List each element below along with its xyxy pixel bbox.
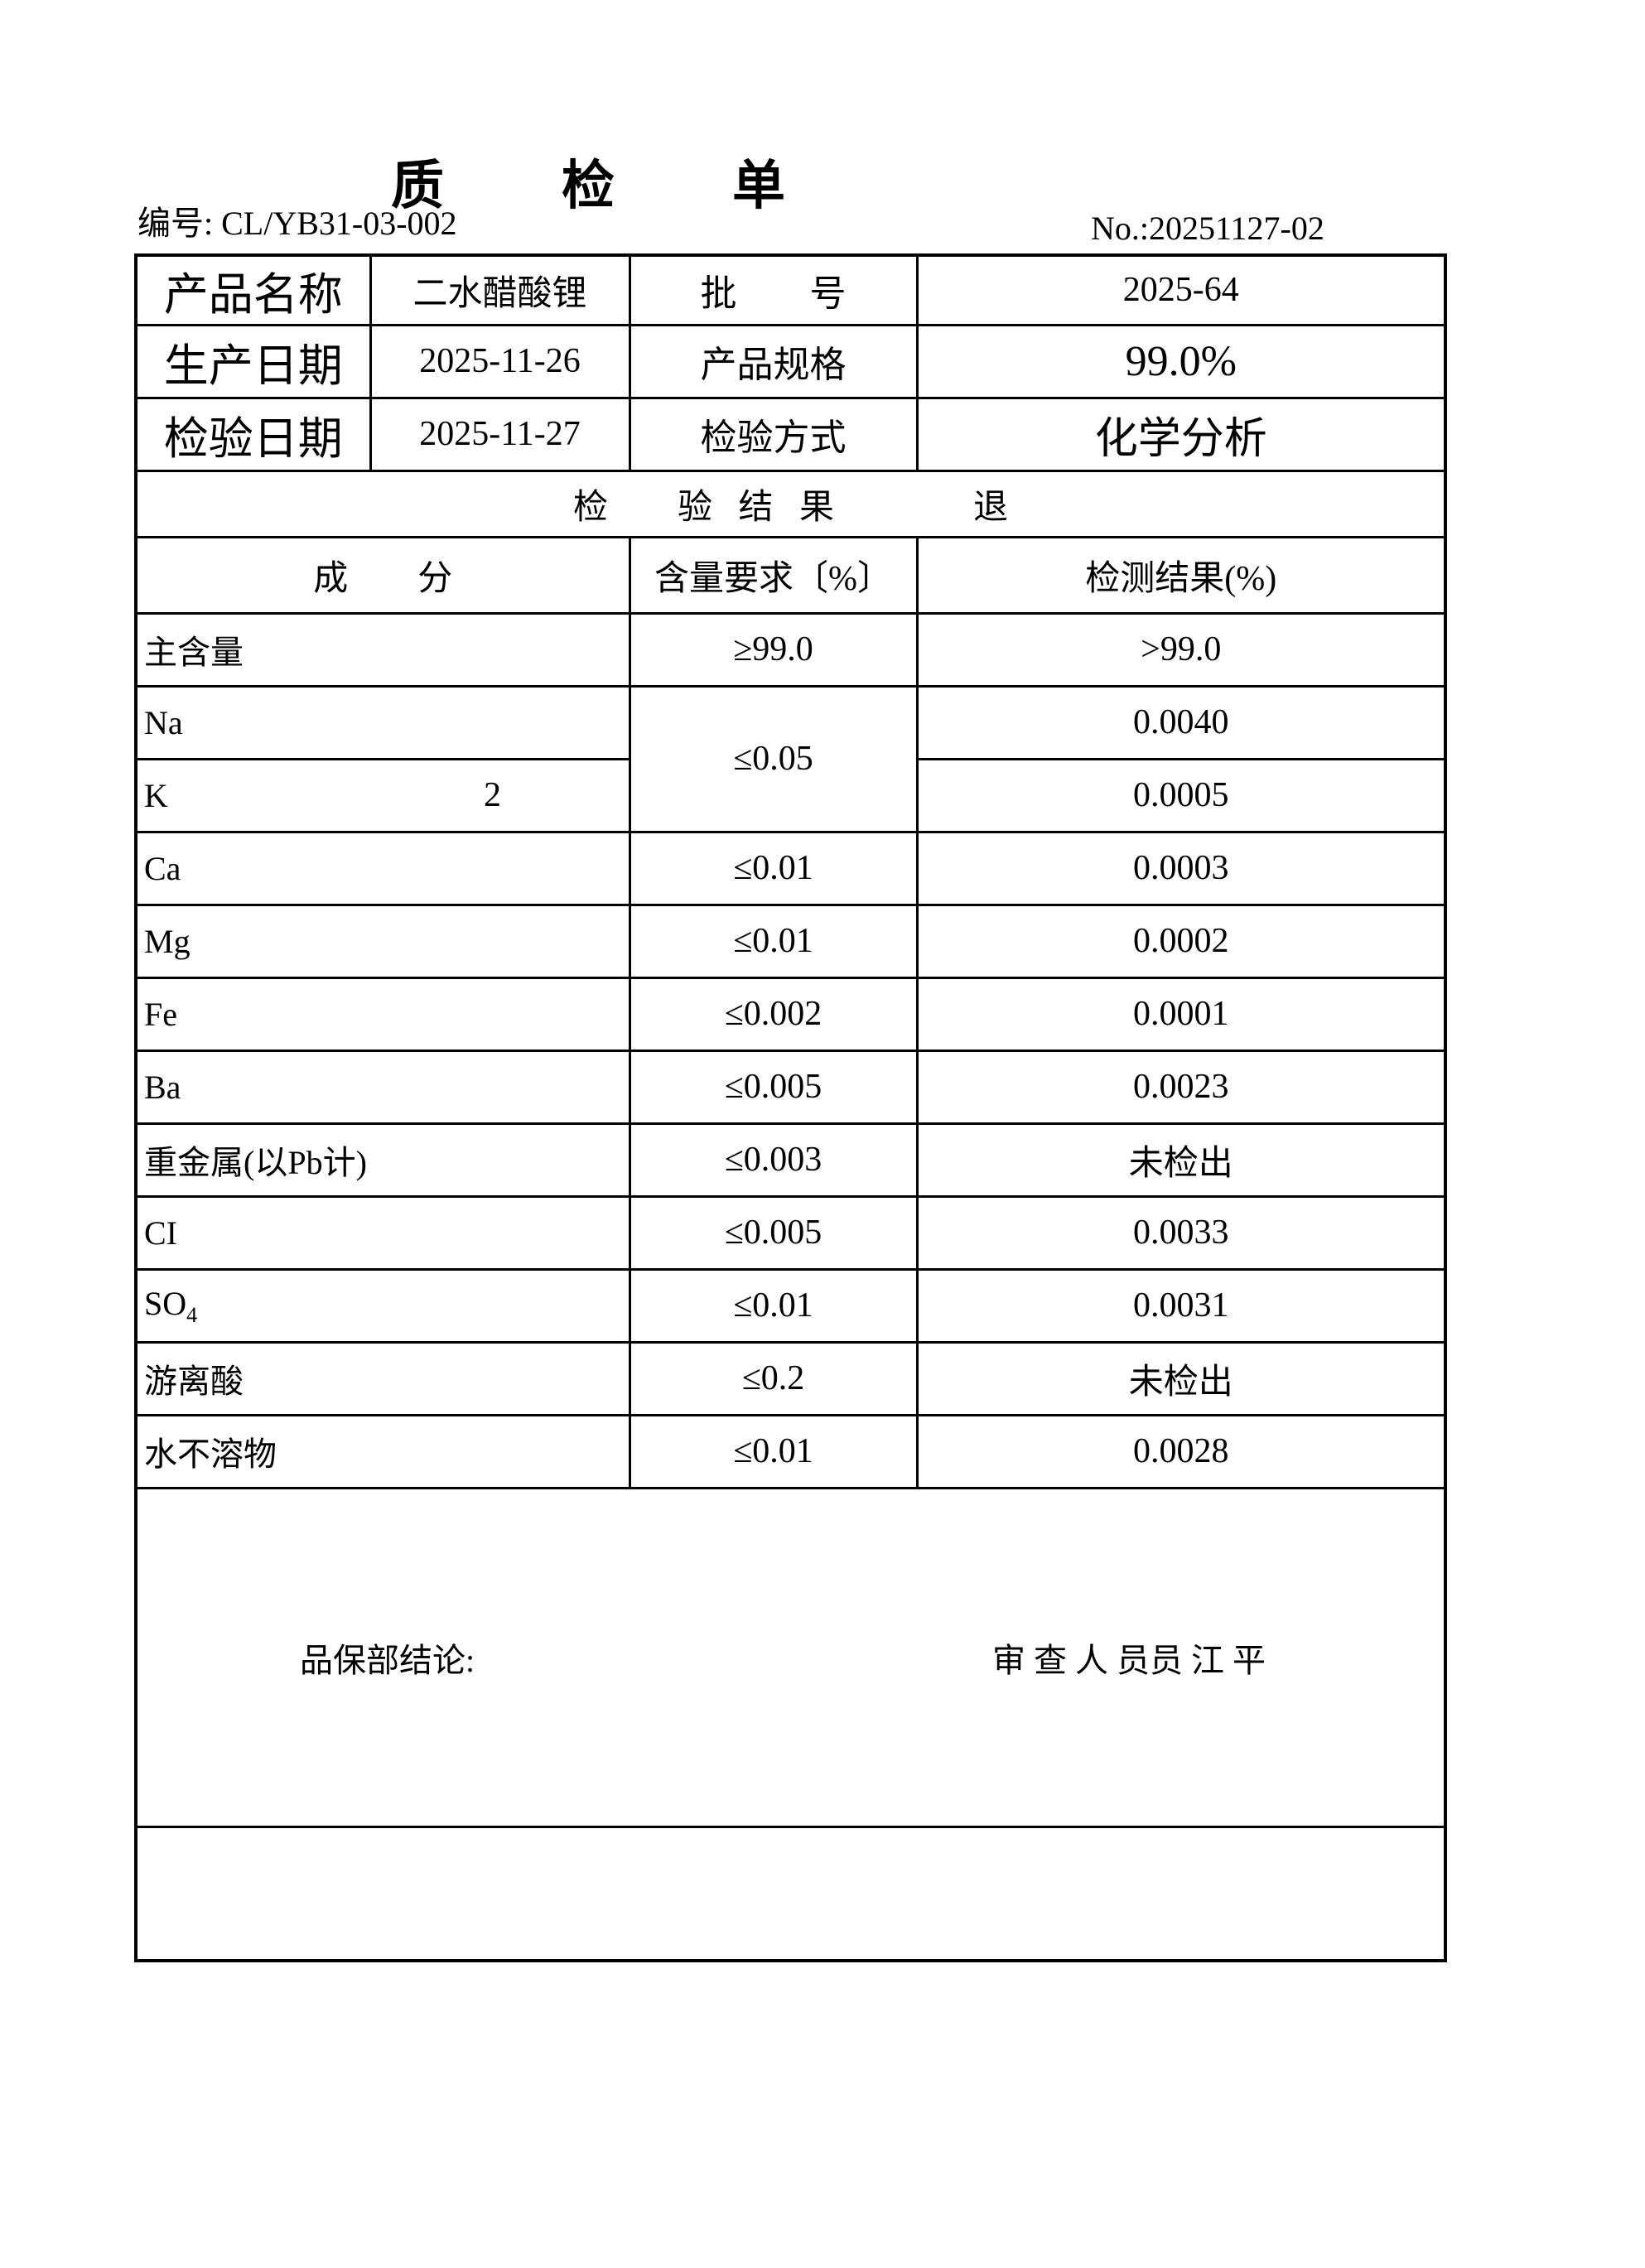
component-requirement: ≤0.01 <box>628 830 919 906</box>
info-row-product: 产品名称 二水醋酸锂 批 号 2025-64 <box>134 253 1447 326</box>
component-result: 0.0040 <box>915 684 1447 760</box>
conclusion-label: 品保部结论: <box>300 1641 475 1679</box>
product-name-label: 产品名称 <box>134 253 372 326</box>
qc-table: 产品名称 二水醋酸锂 批 号 2025-64 生产日期 2025-11-26 产… <box>134 253 1447 1962</box>
inspection-date-label: 检验日期 <box>134 396 372 472</box>
component-name: 主含量 <box>134 611 631 688</box>
info-row-inspection-date: 检验日期 2025-11-27 检验方式 化学分析 <box>134 396 1447 472</box>
component-name: Mg <box>134 903 631 979</box>
component-result: 0.0003 <box>915 830 1447 906</box>
component-row-mg: Mg ≤0.01 0.0002 <box>134 903 1447 979</box>
component-requirement: ≤0.003 <box>628 1122 919 1198</box>
serial-number: No.:20251127-02 <box>1091 210 1324 247</box>
component-row-free-acid: 游离酸 ≤0.2 未检出 <box>134 1340 1447 1416</box>
component-row-so4: SO4 ≤0.01 0.0031 <box>134 1267 1447 1344</box>
component-name: 游离酸 <box>134 1340 631 1416</box>
component-row-ba: Ba ≤0.005 0.0023 <box>134 1049 1447 1125</box>
doc-number: 编号: CL/YB31-03-002 <box>137 205 457 242</box>
production-date-value: 2025-11-26 <box>369 323 631 399</box>
component-requirement-merged: ≤0.05 <box>628 684 919 833</box>
component-requirement: ≤0.005 <box>628 1049 919 1125</box>
component-column-header: 成 分 <box>134 535 631 615</box>
page-title: 质检单 <box>391 156 903 215</box>
component-row-cl: CI ≤0.005 0.0033 <box>134 1194 1447 1271</box>
component-name: Fe <box>134 976 631 1052</box>
inspection-date-value: 2025-11-27 <box>369 396 631 472</box>
column-header-row: 成 分 含量要求〔%〕 检测结果(%) <box>134 535 1447 615</box>
component-result: >99.0 <box>915 611 1447 688</box>
component-result: 未检出 <box>915 1340 1447 1416</box>
component-name: SO4 <box>134 1267 631 1344</box>
component-row-na: Na ≤0.05 0.0040 <box>134 684 1447 833</box>
component-name-subscript: 4 <box>186 1302 198 1327</box>
component-requirement: ≤0.01 <box>628 1413 919 1489</box>
batch-no-value: 2025-64 <box>915 253 1447 326</box>
component-result: 0.0001 <box>915 976 1447 1052</box>
method-value: 化学分析 <box>915 396 1447 472</box>
bottom-empty-row <box>134 1825 1447 1962</box>
info-row-production-date: 生产日期 2025-11-26 产品规格 99.0% <box>134 323 1447 399</box>
component-row-heavy-metals: 重金属(以Pb计) ≤0.003 未检出 <box>134 1122 1447 1198</box>
component-name: Ca <box>134 830 631 906</box>
component-result: 0.0005 <box>915 757 1447 833</box>
component-requirement: ≤0.2 <box>628 1340 919 1416</box>
component-name: Ba <box>134 1049 631 1125</box>
component-requirement: ≥99.0 <box>628 611 919 688</box>
component-result: 0.0031 <box>915 1267 1447 1344</box>
component-requirement: ≤0.01 <box>628 903 919 979</box>
component-requirement: ≤0.002 <box>628 976 919 1052</box>
result-banner: 检 验 结 果 退 <box>134 469 1447 538</box>
component-requirement: ≤0.01 <box>628 1267 919 1344</box>
spec-label: 产品规格 <box>628 323 919 399</box>
component-name: K 2 <box>134 757 631 833</box>
component-name: 重金属(以Pb计) <box>134 1122 631 1198</box>
product-name-value: 二水醋酸锂 <box>369 253 631 326</box>
component-name-text: K <box>144 776 168 814</box>
component-row-k: K 2 0.0005 <box>134 757 1447 833</box>
component-name: CI <box>134 1194 631 1271</box>
component-row-water-insoluble: 水不溶物 ≤0.01 0.0028 <box>134 1413 1447 1489</box>
component-row-main-content: 主含量 ≥99.0 >99.0 <box>134 611 1447 688</box>
component-row-ca: Ca ≤0.01 0.0003 <box>134 830 1447 906</box>
batch-no-label: 批 号 <box>628 253 919 326</box>
requirement-column-header: 含量要求〔%〕 <box>628 535 919 615</box>
component-row-fe: Fe ≤0.002 0.0001 <box>134 976 1447 1052</box>
result-banner-row: 检 验 结 果 退 <box>134 469 1447 538</box>
component-result: 0.0002 <box>915 903 1447 979</box>
reviewer-signature: 审 查 人 员员 江 平 <box>992 1641 1266 1679</box>
conclusion-row: 品保部结论: 审 查 人 员员 江 平 <box>134 1486 1447 1828</box>
component-name-text: SO <box>144 1284 187 1322</box>
component-result: 0.0023 <box>915 1049 1447 1125</box>
component-result: 0.0033 <box>915 1194 1447 1271</box>
production-date-label: 生产日期 <box>134 323 372 399</box>
stray-digit: 2 <box>484 776 501 814</box>
component-name: 水不溶物 <box>134 1413 631 1489</box>
component-result: 0.0028 <box>915 1413 1447 1489</box>
result-column-header: 检测结果(%) <box>915 535 1447 615</box>
conclusion-cell: 品保部结论: 审 查 人 员员 江 平 <box>134 1486 1447 1828</box>
component-result: 未检出 <box>915 1122 1447 1198</box>
component-requirement: ≤0.005 <box>628 1194 919 1271</box>
spec-value: 99.0% <box>915 323 1447 399</box>
method-label: 检验方式 <box>628 396 919 472</box>
component-name: Na <box>134 684 631 760</box>
bottom-empty-cell <box>134 1825 1447 1962</box>
